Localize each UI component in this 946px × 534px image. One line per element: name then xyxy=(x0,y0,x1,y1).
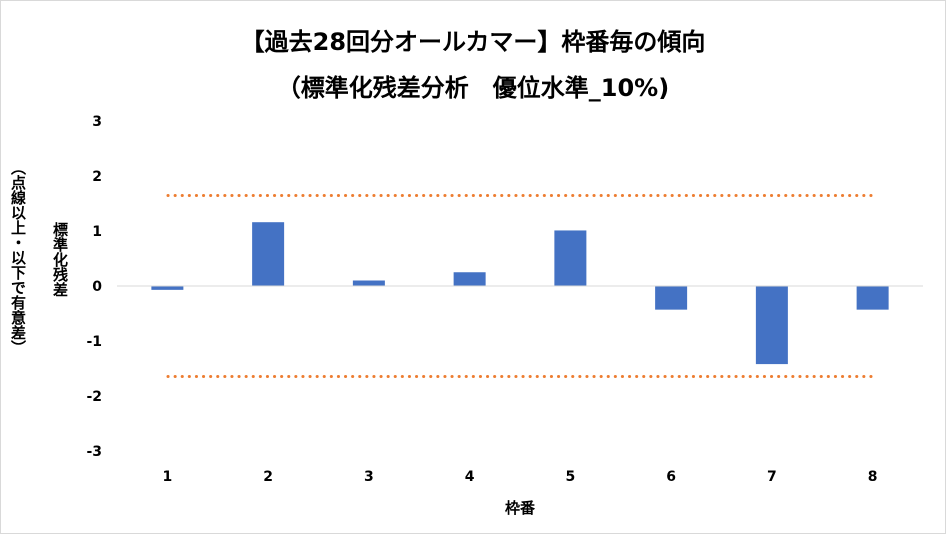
y-tick-label: -2 xyxy=(86,389,102,405)
x-tick-label: 3 xyxy=(364,469,374,485)
y-axis-label-note: （点線以上・以下で有意差） xyxy=(9,160,27,355)
bars xyxy=(151,222,889,365)
y-tick-label: 3 xyxy=(92,114,102,130)
bar-6 xyxy=(655,286,688,310)
x-tick-label: 6 xyxy=(666,469,676,485)
x-tick-label: 4 xyxy=(465,469,475,485)
y-tick-label: -1 xyxy=(86,334,102,350)
x-tick-label: 5 xyxy=(566,469,576,485)
bar-3 xyxy=(352,280,385,286)
y-axis-label: 標準化残差 xyxy=(51,222,69,297)
x-tick-label: 1 xyxy=(163,469,173,485)
bar-7 xyxy=(755,286,788,365)
y-tick-label: 0 xyxy=(92,279,102,295)
y-tick-label: 2 xyxy=(92,169,102,185)
y-tick-label: 1 xyxy=(92,224,102,240)
x-axis-label: 枠番 xyxy=(505,499,536,517)
x-tick-label: 7 xyxy=(767,469,777,485)
y-tick-label: -3 xyxy=(86,444,102,460)
bar-5 xyxy=(554,230,587,286)
x-axis-ticks: 1 2 3 4 5 6 7 8 xyxy=(163,469,878,485)
bar-8 xyxy=(856,286,889,310)
bar-4 xyxy=(453,272,486,286)
bar-2 xyxy=(252,222,285,286)
x-tick-label: 8 xyxy=(868,469,878,485)
y-axis-ticks: 3 2 1 0 -1 -2 -3 xyxy=(86,114,102,460)
chart-subtitle: （標準化残差分析 優位水準_10%) xyxy=(276,74,670,102)
bar-1 xyxy=(151,286,184,290)
x-tick-label: 2 xyxy=(263,469,273,485)
chart-title: 【過去28回分オールカマー】枠番毎の傾向 xyxy=(240,28,706,56)
